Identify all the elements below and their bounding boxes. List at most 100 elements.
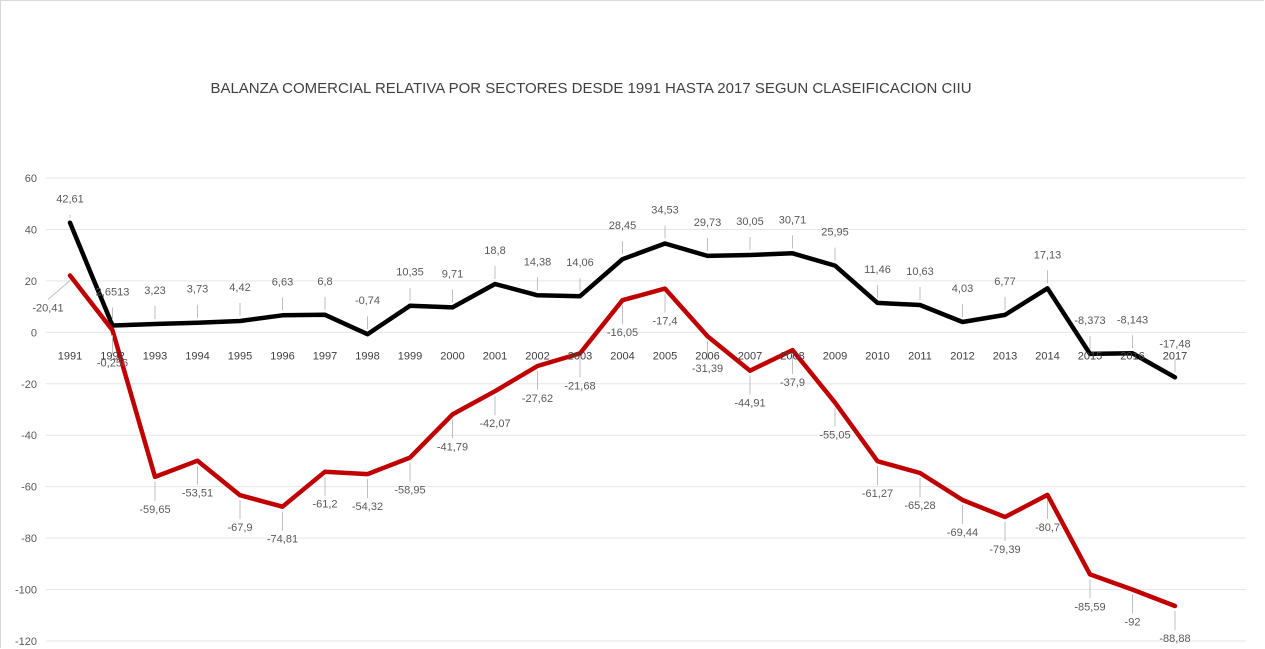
data-label: 6,8 <box>317 276 332 288</box>
data-label: 30,05 <box>736 216 764 228</box>
x-tick-label: 2009 <box>823 350 847 362</box>
data-label: 14,06 <box>566 257 594 269</box>
x-tick-label: 2013 <box>993 350 1017 362</box>
data-label: -8,373 <box>1074 315 1105 327</box>
data-label: -0,256 <box>97 357 128 369</box>
y-tick-label: -60 <box>21 482 37 494</box>
data-label: -42,07 <box>479 418 510 430</box>
data-label: -37,9 <box>780 377 805 389</box>
data-label: -53,51 <box>182 488 213 500</box>
x-tick-label: 1999 <box>398 350 422 362</box>
data-label: 14,38 <box>524 256 552 268</box>
x-tick-label: 2010 <box>865 350 889 362</box>
data-label: 2,6513 <box>96 287 130 299</box>
data-label: -41,79 <box>437 441 468 453</box>
y-tick-label: -40 <box>21 430 37 442</box>
data-label: -17,48 <box>1159 338 1190 350</box>
data-label: -59,65 <box>139 504 170 516</box>
x-tick-label: 1994 <box>185 350 209 362</box>
series-line-2 <box>67 273 1178 609</box>
x-tick-label: 2001 <box>483 350 507 362</box>
chart-title: BALANZA COMERCIAL RELATIVA POR SECTORES … <box>210 80 971 97</box>
data-label: 42,61 <box>56 194 84 206</box>
x-tick-label: 2011 <box>908 350 932 362</box>
data-label: -92 <box>1125 617 1141 629</box>
data-label: 9,71 <box>442 268 463 280</box>
label-leaders <box>47 214 1176 631</box>
y-tick-label: 20 <box>25 276 37 288</box>
x-tick-label: 1995 <box>228 350 252 362</box>
data-label: 3,73 <box>187 284 208 296</box>
x-tick-label: 2017 <box>1163 350 1187 362</box>
data-label: -79,39 <box>989 544 1020 556</box>
y-tick-label: 40 <box>25 224 37 236</box>
data-label: 4,03 <box>952 283 973 295</box>
x-tick-label: 1993 <box>143 350 167 362</box>
x-tick-label: 1997 <box>313 350 337 362</box>
data-label: -20,41 <box>32 302 63 314</box>
data-label: -55,05 <box>819 430 850 442</box>
x-tick-label: 2014 <box>1035 350 1059 362</box>
data-label: -17,4 <box>652 316 677 328</box>
data-label: -69,44 <box>947 527 978 539</box>
leader-line <box>47 280 71 300</box>
x-tick-label: 2002 <box>525 350 549 362</box>
x-tick-label: 2007 <box>738 350 762 362</box>
gridlines <box>46 177 1246 642</box>
x-tick-label: 1998 <box>355 350 379 362</box>
x-tick-label: 2003 <box>568 350 592 362</box>
data-label: 29,73 <box>694 217 722 229</box>
data-label: -80,7 <box>1035 522 1060 534</box>
x-tick-label: 2005 <box>653 350 677 362</box>
data-label: -65,28 <box>904 500 935 512</box>
x-tick-label: 2012 <box>950 350 974 362</box>
y-tick-label: -120 <box>15 636 37 648</box>
y-tick-label: -80 <box>21 533 37 545</box>
data-label: 11,46 <box>864 264 891 276</box>
data-label: -85,59 <box>1074 601 1105 613</box>
data-label: -58,95 <box>394 485 425 497</box>
y-tick-label: -100 <box>15 585 37 597</box>
data-label: 6,77 <box>994 276 1015 288</box>
x-tick-label: 2015 <box>1078 350 1102 362</box>
data-label: 10,35 <box>396 267 424 279</box>
y-tick-label: 60 <box>25 173 37 185</box>
data-label: 28,45 <box>609 220 637 232</box>
data-label: 17,13 <box>1034 249 1062 261</box>
data-label: 4,42 <box>229 282 250 294</box>
data-label: -44,91 <box>734 398 765 410</box>
data-label: 18,8 <box>484 245 505 257</box>
data-label: -8,143 <box>1117 314 1148 326</box>
data-label: -31,39 <box>692 363 723 375</box>
data-label: 10,63 <box>906 266 934 278</box>
data-label: -27,62 <box>522 393 553 405</box>
x-tick-label: 1991 <box>58 350 82 362</box>
data-label: 34,53 <box>651 205 679 217</box>
data-label: -54,32 <box>352 501 383 513</box>
data-label: 30,71 <box>779 214 807 226</box>
series-line-1 <box>67 220 1178 380</box>
x-tick-label: 2000 <box>440 350 464 362</box>
y-tick-label: 0 <box>31 327 37 339</box>
data-label: -88,88 <box>1159 633 1190 645</box>
data-label: -61,2 <box>312 499 337 511</box>
data-label: -21,68 <box>564 380 595 392</box>
data-label: 6,63 <box>272 276 293 288</box>
y-tick-label: -20 <box>21 379 37 391</box>
data-label: -61,27 <box>862 488 893 500</box>
x-axis-ticks: 1991 1992 1993 1994 1995 1996 1997 1998 1999 2000… <box>58 350 1187 362</box>
data-labels: 42,61 2,6513 3,23 3,73 4,42 6,63 6,8 -0,74 10,35… <box>32 194 1190 645</box>
x-tick-label: 2016 <box>1120 350 1144 362</box>
data-label: -67,9 <box>227 522 252 534</box>
series-lines <box>67 220 1178 609</box>
data-label: 3,23 <box>144 285 165 297</box>
data-label: -74,81 <box>267 534 298 546</box>
data-label: -16,05 <box>607 327 638 339</box>
y-axis-ticks: 60 40 20 0 -20 -40 -60 -80 -100 -120 <box>15 173 37 648</box>
data-label: 25,95 <box>821 227 849 239</box>
x-tick-label: 1996 <box>270 350 294 362</box>
x-tick-label: 1992 <box>100 350 124 362</box>
data-label: -0,74 <box>355 295 380 307</box>
